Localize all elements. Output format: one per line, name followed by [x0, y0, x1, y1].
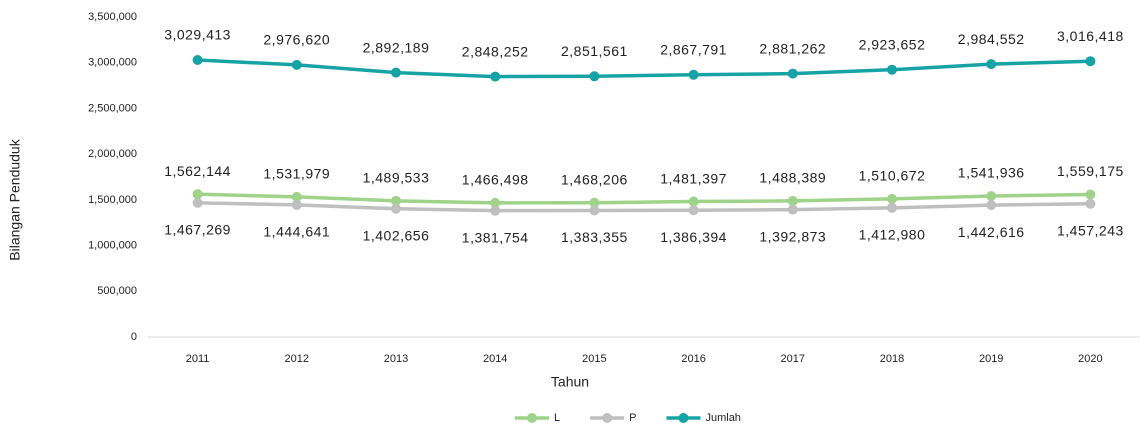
x-tick-label: 2020 — [1078, 353, 1102, 365]
data-point — [291, 59, 302, 70]
data-label: 1,531,979 — [263, 166, 330, 182]
data-label: 1,541,936 — [958, 165, 1025, 181]
y-tick-label: 1,000,000 — [88, 239, 137, 251]
x-tick-label: 2013 — [384, 353, 408, 365]
legend-label: P — [629, 412, 636, 424]
data-point — [787, 68, 798, 79]
data-label: 2,867,791 — [660, 42, 727, 58]
data-point — [787, 195, 798, 206]
data-point — [490, 71, 501, 82]
data-point — [1085, 189, 1096, 200]
data-point — [688, 205, 699, 216]
data-label: 2,881,262 — [759, 40, 826, 56]
data-label: 1,510,672 — [859, 168, 926, 184]
data-label: 2,976,620 — [263, 32, 330, 48]
x-tick-label: 2012 — [285, 353, 309, 365]
data-point — [490, 197, 501, 208]
data-label: 3,016,418 — [1057, 28, 1124, 44]
data-point — [391, 203, 401, 214]
data-point — [589, 197, 600, 208]
data-point — [887, 193, 897, 204]
x-tick-label: 2015 — [582, 353, 606, 365]
x-tick-label: 2011 — [186, 353, 210, 365]
y-axis-title: Bilangan Penduduk — [7, 138, 23, 260]
data-label: 2,892,189 — [363, 39, 430, 55]
data-point — [391, 67, 401, 78]
series-line — [197, 201, 1091, 213]
data-label: 2,984,552 — [958, 31, 1025, 47]
data-point — [192, 197, 203, 208]
y-tick-label: 0 — [131, 331, 137, 343]
series-line — [197, 192, 1091, 205]
data-label: 1,467,269 — [164, 222, 231, 238]
data-point — [192, 189, 203, 200]
x-tick-label: 2014 — [483, 353, 507, 365]
legend-marker — [527, 413, 537, 423]
data-label: 1,402,656 — [363, 227, 430, 243]
data-point — [986, 59, 997, 70]
data-label: 1,489,533 — [363, 170, 430, 186]
y-tick-label: 3,500,000 — [88, 11, 137, 23]
y-tick-label: 500,000 — [97, 285, 137, 297]
x-axis-title: Tahun — [551, 374, 589, 390]
data-label: 1,488,389 — [759, 170, 826, 186]
data-label: 1,559,175 — [1057, 163, 1124, 179]
data-point — [589, 71, 600, 82]
data-label: 1,444,641 — [263, 224, 330, 240]
data-label: 1,442,616 — [958, 224, 1025, 240]
data-label: 1,466,498 — [462, 172, 529, 188]
legend-marker — [678, 413, 689, 423]
y-tick-label: 3,000,000 — [88, 57, 137, 69]
y-tick-label: 2,000,000 — [88, 148, 137, 160]
data-label: 1,468,206 — [561, 171, 628, 187]
data-point — [887, 64, 897, 75]
data-point — [986, 200, 997, 211]
data-point — [291, 191, 302, 202]
data-point — [787, 204, 798, 215]
data-label: 1,383,355 — [561, 229, 628, 245]
x-tick-label: 2019 — [979, 353, 1003, 365]
data-label: 2,923,652 — [859, 36, 926, 52]
data-point — [490, 205, 501, 216]
data-label: 2,851,561 — [561, 43, 628, 59]
data-label: 1,457,243 — [1057, 222, 1124, 238]
data-label: 1,392,873 — [759, 228, 826, 244]
data-label: 1,412,980 — [859, 227, 926, 243]
data-point — [887, 202, 897, 213]
data-point — [589, 205, 600, 216]
data-point — [688, 69, 699, 80]
data-label: 3,029,413 — [164, 27, 231, 43]
data-point — [1085, 56, 1096, 67]
data-point — [291, 199, 302, 210]
data-label: 1,386,394 — [660, 229, 727, 245]
data-point — [986, 191, 997, 202]
x-tick-label: 2017 — [781, 353, 805, 365]
data-point — [1085, 198, 1096, 209]
data-point — [688, 196, 699, 207]
x-tick-label: 2018 — [880, 353, 904, 365]
legend-label: L — [554, 412, 560, 424]
data-label: 1,381,754 — [462, 229, 529, 245]
data-point — [192, 55, 203, 66]
x-tick-label: 2016 — [681, 353, 705, 365]
y-tick-label: 1,500,000 — [88, 194, 137, 206]
data-label: 2,848,252 — [462, 43, 529, 59]
data-label: 1,562,144 — [164, 163, 231, 179]
data-point — [391, 195, 401, 206]
legend-label: Jumlah — [705, 412, 740, 424]
legend-marker — [602, 413, 613, 423]
data-label: 1,481,397 — [660, 170, 727, 186]
series-line — [197, 58, 1091, 79]
y-tick-label: 2,500,000 — [88, 102, 137, 114]
